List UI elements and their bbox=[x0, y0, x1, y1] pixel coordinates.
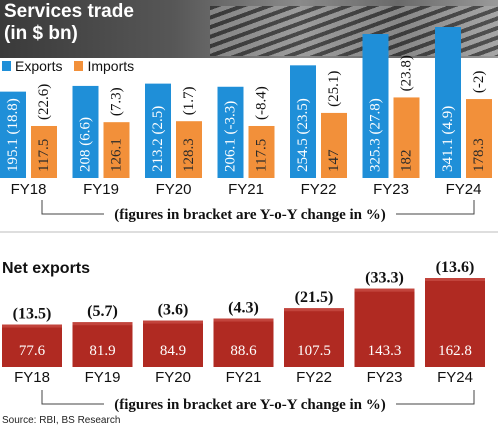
tick-label-top-FY20: FY20 bbox=[156, 181, 192, 198]
bracket-right-bottom bbox=[396, 390, 475, 405]
bar-net-highlight-FY24 bbox=[425, 278, 485, 281]
bracket-left-top bbox=[41, 200, 104, 215]
label-net-yoy-FY18: (13.5) bbox=[13, 306, 52, 323]
label-imports-yoy-FY20: (1.7) bbox=[181, 86, 197, 115]
label-imports-FY20: 128.3 bbox=[181, 138, 197, 172]
label-imports-FY23: 182 bbox=[399, 150, 415, 173]
label-imports-yoy-FY23: (23.8) bbox=[399, 55, 415, 91]
tick-label-net-FY24: FY24 bbox=[437, 369, 473, 386]
tick-label-net-FY20: FY20 bbox=[155, 369, 191, 386]
bar-imports-FY19 bbox=[103, 122, 130, 178]
legend-swatch-exports bbox=[2, 61, 11, 71]
label-net-yoy-FY22: (21.5) bbox=[295, 289, 334, 306]
chart-title: Services trade bbox=[4, 1, 134, 22]
label-net-FY19: 81.9 bbox=[89, 343, 115, 359]
bar-net-FY21 bbox=[213, 318, 274, 367]
bar-net-FY22 bbox=[284, 308, 344, 367]
label-net-FY22: 107.5 bbox=[297, 343, 331, 359]
legend-item-imports: Imports bbox=[74, 58, 134, 74]
label-net-yoy-FY19: (5.7) bbox=[87, 303, 118, 320]
tick-label-top-FY24: FY24 bbox=[446, 181, 482, 198]
tick-label-top-FY19: FY19 bbox=[83, 181, 119, 198]
bar-net-highlight-FY20 bbox=[143, 320, 203, 324]
bracket-right-top bbox=[396, 200, 475, 215]
label-net-FY23: 143.3 bbox=[368, 343, 402, 359]
label-exports-FY18: 195.1 (18.8) bbox=[5, 98, 21, 172]
note-top: (figures in bracket are Y-o-Y change in … bbox=[114, 207, 386, 223]
bar-imports-FY24 bbox=[466, 99, 492, 178]
bar-net-FY24 bbox=[425, 278, 485, 367]
tick-label-net-FY22: FY22 bbox=[296, 369, 332, 386]
bar-net-highlight-FY22 bbox=[284, 308, 344, 312]
bar-exports-FY22 bbox=[290, 65, 316, 178]
bar-net-FY20 bbox=[143, 320, 203, 367]
bar-imports-FY22 bbox=[321, 112, 347, 178]
label-exports-FY20: 213.2 (2.5) bbox=[150, 106, 166, 172]
label-exports-FY21: 206.1 (-3.3) bbox=[223, 101, 239, 172]
label-imports-FY24: 178.3 bbox=[471, 138, 487, 172]
source-note: Source: RBI, BS Research bbox=[2, 415, 121, 426]
bar-net-FY19 bbox=[72, 322, 133, 367]
bar-net-FY23 bbox=[354, 288, 415, 367]
tick-label-net-FY19: FY19 bbox=[85, 369, 121, 386]
tick-label-top-FY23: FY23 bbox=[373, 181, 409, 198]
label-net-yoy-FY20: (3.6) bbox=[158, 302, 189, 319]
label-imports-yoy-FY22: (25.1) bbox=[326, 71, 342, 107]
tick-label-net-FY23: FY23 bbox=[367, 369, 403, 386]
bar-exports-FY24 bbox=[435, 27, 461, 178]
bar-imports-FY23 bbox=[393, 97, 420, 178]
bar-net-highlight-FY19 bbox=[72, 322, 133, 326]
bar-exports-FY19 bbox=[72, 85, 99, 178]
label-imports-FY18: 117.5 bbox=[36, 139, 52, 172]
legend-label-exports: Exports bbox=[15, 58, 63, 74]
label-imports-FY22: 147 bbox=[326, 149, 342, 172]
label-imports-yoy-FY18: (22.6) bbox=[36, 84, 52, 120]
note-bottom: (figures in bracket are Y-o-Y change in … bbox=[114, 397, 386, 413]
net-exports-title: Net exports bbox=[2, 260, 91, 277]
legend-item-exports: Exports bbox=[2, 58, 62, 74]
bar-exports-FY18 bbox=[0, 91, 26, 178]
label-imports-yoy-FY19: (7.3) bbox=[109, 87, 125, 116]
chart-subtitle: (in $ bn) bbox=[4, 23, 78, 44]
label-imports-yoy-FY21: (-8.4) bbox=[254, 86, 270, 120]
legend-label-imports: Imports bbox=[87, 58, 135, 74]
tick-label-top-FY22: FY22 bbox=[301, 181, 337, 198]
bar-net-highlight-FY18 bbox=[2, 324, 62, 328]
tick-label-top-FY18: FY18 bbox=[11, 181, 47, 198]
label-exports-FY22: 254.5 (23.5) bbox=[295, 98, 311, 172]
label-imports-FY21: 117.5 bbox=[254, 139, 270, 172]
label-net-FY24: 162.8 bbox=[438, 343, 472, 359]
tick-label-top-FY21: FY21 bbox=[228, 181, 264, 198]
label-imports-yoy-FY24: (-2) bbox=[471, 71, 487, 94]
legend-swatch-imports bbox=[74, 61, 84, 71]
label-imports-FY19: 126.1 bbox=[109, 138, 125, 172]
label-net-FY21: 88.6 bbox=[230, 343, 257, 359]
tick-label-net-FY21: FY21 bbox=[226, 369, 262, 386]
bracket-left-bottom bbox=[41, 390, 104, 405]
label-net-FY18: 77.6 bbox=[19, 343, 46, 359]
label-net-yoy-FY24: (13.6) bbox=[436, 259, 475, 276]
label-net-yoy-FY21: (4.3) bbox=[228, 300, 259, 317]
label-net-FY20: 84.9 bbox=[160, 343, 186, 359]
bar-imports-FY20 bbox=[176, 121, 202, 178]
bar-exports-FY20 bbox=[145, 83, 171, 178]
label-net-yoy-FY23: (33.3) bbox=[365, 270, 404, 287]
tick-label-net-FY18: FY18 bbox=[14, 369, 50, 386]
bar-net-highlight-FY23 bbox=[354, 288, 415, 292]
bar-exports-FY23 bbox=[362, 33, 389, 178]
bar-imports-FY21 bbox=[248, 125, 275, 178]
bar-net-highlight-FY21 bbox=[213, 318, 274, 322]
legend: Exports Imports bbox=[0, 58, 144, 74]
bar-exports-FY21 bbox=[217, 86, 244, 178]
bar-net-FY18 bbox=[2, 324, 62, 367]
bar-imports-FY18 bbox=[31, 125, 57, 178]
label-exports-FY24: 341.1 (4.9) bbox=[440, 106, 456, 172]
label-exports-FY19: 208 (6.6) bbox=[78, 117, 94, 172]
label-exports-FY23: 325.3 (27.8) bbox=[368, 98, 384, 172]
